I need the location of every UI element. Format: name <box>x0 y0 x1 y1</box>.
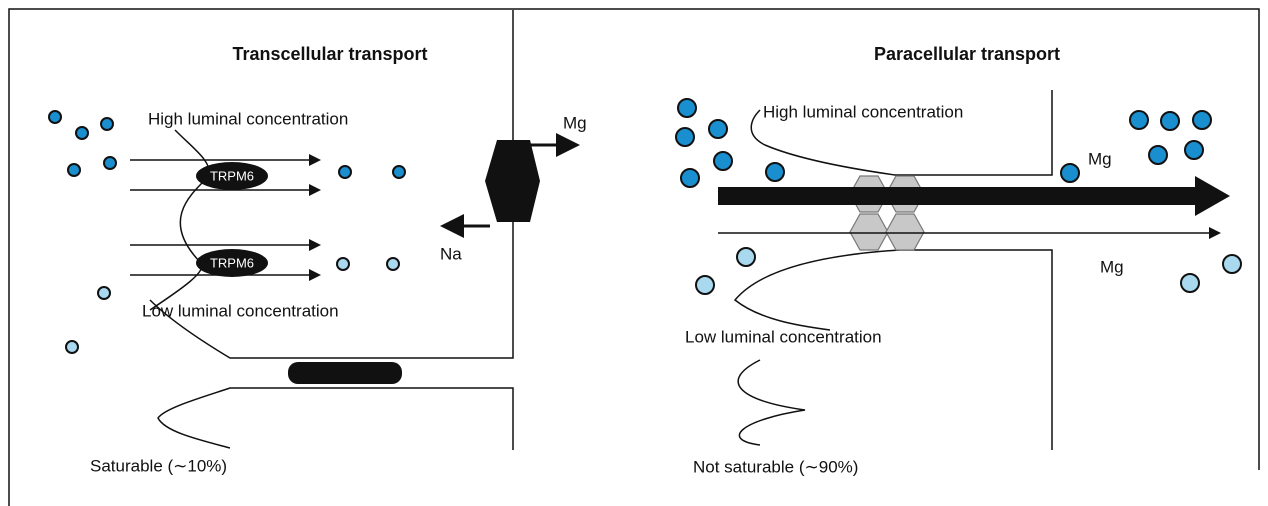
footnote: Not saturable (∼90%) <box>693 457 858 476</box>
label: High luminal concentration <box>763 102 963 121</box>
flux-arrow <box>718 176 1230 216</box>
left-panel: Transcellular transport TRPM6 TRPM6 High… <box>49 10 587 475</box>
label: Na <box>440 244 462 263</box>
channel-label: TRPM6 <box>210 168 254 183</box>
channel-label: TRPM6 <box>210 255 254 270</box>
cell <box>735 250 1052 450</box>
label: Mg <box>563 113 587 132</box>
right-panel: Paracellular transport High luminal conc… <box>676 44 1241 477</box>
gradient-curve <box>150 130 210 310</box>
label: Mg <box>1100 257 1124 276</box>
label: High luminal concentration <box>148 109 348 128</box>
cell <box>158 388 513 450</box>
footnote: Saturable (∼10%) <box>90 456 227 475</box>
label: Mg <box>1088 149 1112 168</box>
junction <box>288 362 402 384</box>
exchanger <box>485 140 540 222</box>
label: Low luminal concentration <box>685 327 882 346</box>
panel-title: Paracellular transport <box>874 44 1060 64</box>
gradient-curve <box>738 360 805 445</box>
panel-title: Transcellular transport <box>232 44 427 64</box>
diagram: Transcellular transport TRPM6 TRPM6 High… <box>0 0 1268 506</box>
label: Low luminal concentration <box>142 301 339 320</box>
